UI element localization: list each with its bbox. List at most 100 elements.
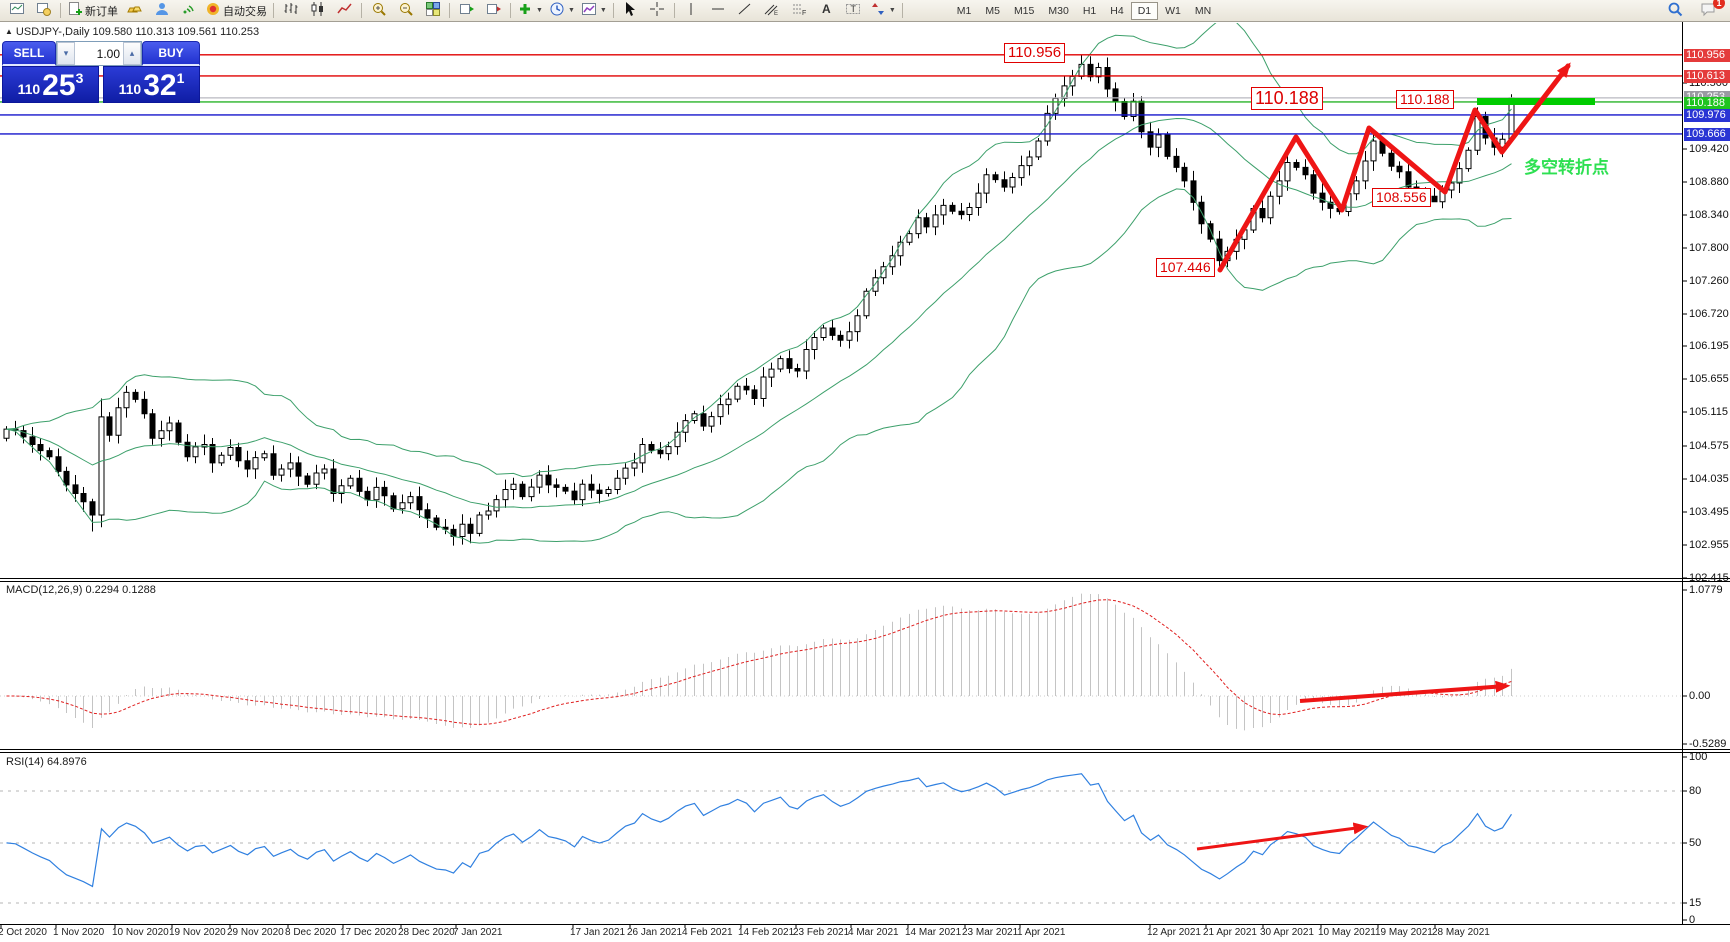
date-axis-label: 4 Mar 2021 xyxy=(848,927,899,938)
timeframe-D1[interactable]: D1 xyxy=(1130,1,1159,20)
templates-button[interactable]: ▼ xyxy=(578,0,610,21)
chart-shift-button[interactable] xyxy=(480,0,507,21)
timeframe-M1[interactable]: M1 xyxy=(956,4,972,17)
price-scale-label: 107.260 xyxy=(1689,275,1729,287)
buy-price-figure: 110 xyxy=(118,81,142,97)
date-axis-label: 30 Apr 2021 xyxy=(1260,927,1314,938)
price-annotation-label: 107.446 xyxy=(1156,258,1215,277)
timeframe-MN[interactable]: MN xyxy=(1194,4,1212,17)
sell-button[interactable]: SELL xyxy=(2,41,56,66)
gold-button[interactable] xyxy=(121,0,148,21)
volume-decrease-button[interactable]: ▾ xyxy=(57,42,75,65)
turning-point-note: 多空转折点 xyxy=(1524,158,1609,177)
zoom-in-button[interactable] xyxy=(365,0,392,21)
candles-chart-button[interactable] xyxy=(304,0,331,21)
date-axis-label: 14 Mar 2021 xyxy=(905,927,962,938)
trend-line-button[interactable] xyxy=(732,0,759,21)
chart-background xyxy=(0,22,1730,942)
bollinger-middle xyxy=(6,117,1512,509)
toolbar-separator xyxy=(449,3,450,18)
tile-windows-button[interactable] xyxy=(419,0,446,21)
date-axis-label: 21 Apr 2021 xyxy=(1203,927,1257,938)
periods-icon xyxy=(549,1,565,20)
periods-button[interactable]: ▼ xyxy=(546,0,578,21)
fibonacci-icon: F xyxy=(791,1,807,20)
macd-indicator-label: MACD(12,26,9) 0.2294 0.1288 xyxy=(6,584,156,596)
sell-price-button[interactable]: 110 25 3 xyxy=(2,66,99,103)
price-scale-label: 104.035 xyxy=(1689,473,1729,485)
signals-button[interactable] xyxy=(175,0,202,21)
text-icon: A xyxy=(818,1,834,20)
price-annotation-label: 108.556 xyxy=(1372,188,1431,207)
macd-scale-label: 1.0779 xyxy=(1689,584,1723,596)
date-axis-label: 10 May 2021 xyxy=(1318,927,1376,938)
price-scale-label: 104.575 xyxy=(1689,440,1729,452)
line-chart-button[interactable] xyxy=(331,0,358,21)
notification-badge: 1 xyxy=(1713,0,1725,9)
timeframe-M30[interactable]: M30 xyxy=(1048,4,1069,17)
horizontal-line-button[interactable] xyxy=(705,0,732,21)
date-axis-label: 29 Nov 2020 xyxy=(227,927,284,938)
channel-button[interactable]: E xyxy=(759,0,786,21)
date-axis-label: 23 Mar 2021 xyxy=(962,927,1019,938)
indicators-add-button[interactable]: ▼ xyxy=(514,0,546,21)
date-axis-label: 4 Feb 2021 xyxy=(682,927,733,938)
timeframe-H4[interactable]: H4 xyxy=(1110,4,1124,17)
date-axis-label: 8 Dec 2020 xyxy=(285,927,337,938)
signals-icon xyxy=(181,1,197,20)
toolbar-separator xyxy=(612,3,614,18)
buy-price-button[interactable]: 110 32 1 xyxy=(103,66,200,103)
sell-price-figure: 110 xyxy=(17,81,41,97)
macd-scale-label: -0.5289 xyxy=(1689,738,1727,750)
notifications-button[interactable]: 1 xyxy=(1694,0,1725,21)
text-button[interactable]: A xyxy=(813,0,840,21)
templates-icon xyxy=(581,1,597,20)
new-order-button[interactable]: 新订单 xyxy=(64,0,121,21)
rsi-line xyxy=(6,773,1513,888)
bars-chart-button[interactable] xyxy=(277,0,304,21)
timeframe-W1[interactable]: W1 xyxy=(1165,4,1181,17)
price-scale-label: 105.655 xyxy=(1689,373,1729,385)
chart-plot-area[interactable] xyxy=(0,22,1682,924)
price-scale-label: 108.880 xyxy=(1689,176,1729,188)
date-axis-label: 14 Feb 2021 xyxy=(738,927,795,938)
cursor-button[interactable] xyxy=(617,0,644,21)
auto-scroll-button[interactable] xyxy=(453,0,480,21)
price-scale-label: 106.195 xyxy=(1689,340,1729,352)
search-button[interactable] xyxy=(1661,0,1688,21)
text-label-button[interactable]: T xyxy=(840,0,867,21)
timeframe-M15[interactable]: M15 xyxy=(1013,4,1035,17)
crosshair-button[interactable] xyxy=(644,0,671,21)
bollinger-lower xyxy=(6,188,1512,544)
chart-refresh-button[interactable] xyxy=(30,0,57,21)
date-axis-label: 1 Apr 2021 xyxy=(1017,927,1066,938)
price-scale-badge: 109.666 xyxy=(1684,127,1730,141)
vertical-line-button[interactable] xyxy=(678,0,705,21)
toolbar: 新订单 自动交易 ▼ ▼ ▼ E F A T ▼ M1 M5 M15 M30 H1 H4 D1 W1 MN 1 xyxy=(0,0,1730,22)
fibonacci-button[interactable]: F xyxy=(786,0,813,21)
auto-trading-button[interactable]: 自动交易 xyxy=(202,0,270,21)
candles-chart-icon xyxy=(310,1,326,20)
rsi-scale-label: 100 xyxy=(1689,751,1708,763)
buy-button[interactable]: BUY xyxy=(142,41,200,66)
price-scale-badge: 109.976 xyxy=(1684,108,1730,122)
rsi-scale-label: 0 xyxy=(1689,914,1696,926)
timeframe-H1[interactable]: H1 xyxy=(1082,4,1097,17)
zoom-out-button[interactable] xyxy=(392,0,419,21)
chart-window-button[interactable] xyxy=(3,0,30,21)
zoom-in-icon xyxy=(371,1,387,20)
timeframe-M5[interactable]: M5 xyxy=(985,4,1000,17)
volume-input[interactable] xyxy=(75,42,123,65)
arrows-button[interactable]: ▼ xyxy=(867,0,899,21)
gold-icon xyxy=(126,1,143,20)
volume-increase-button[interactable]: ▴ xyxy=(123,42,141,65)
trend-line-icon xyxy=(737,1,753,20)
chart-window-icon xyxy=(9,1,25,20)
price-scale-label: 102.955 xyxy=(1689,539,1729,551)
price-scale-label: 108.340 xyxy=(1689,209,1729,221)
sell-price-pips: 25 xyxy=(42,68,76,102)
toolbar-separator xyxy=(273,3,274,18)
chevron-down-icon: ▼ xyxy=(536,7,543,14)
community-button[interactable] xyxy=(148,0,175,21)
